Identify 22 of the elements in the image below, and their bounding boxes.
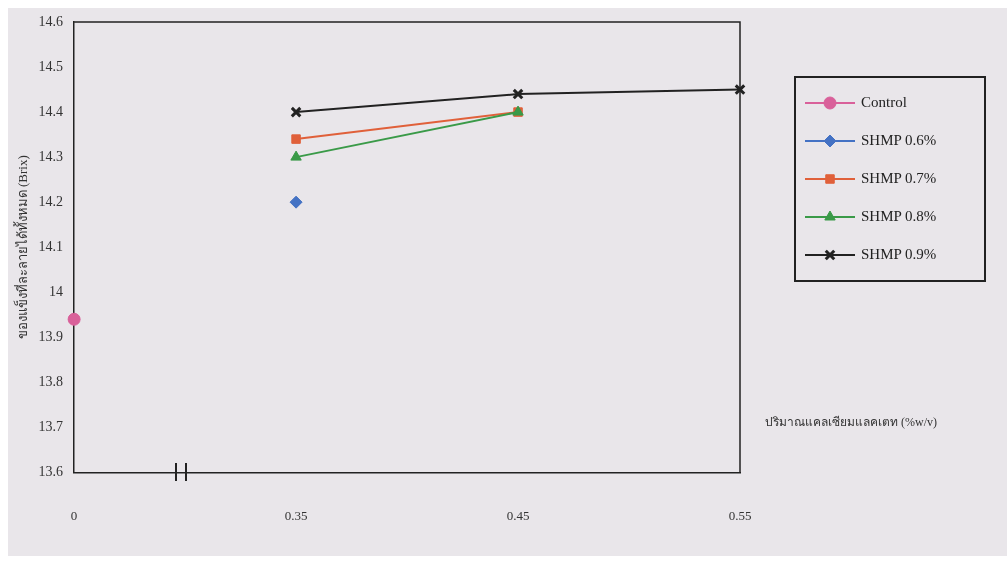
- y-tick-label: 14.6: [38, 13, 64, 29]
- y-tick-label: 13.8: [38, 373, 64, 389]
- y-tick-label: 13.6: [38, 464, 64, 480]
- x-axis-title: ปริมาณแคลเซียมแลคเตท (%w/v): [765, 414, 937, 429]
- y-tick-label: 14.3: [38, 148, 64, 164]
- x-tick-label: 0.35: [284, 507, 308, 523]
- legend-label: Control: [861, 93, 907, 110]
- y-tick-label: 14: [49, 283, 64, 299]
- y-tick-label: 14.5: [38, 58, 64, 74]
- y-tick-label: 14.4: [38, 103, 64, 119]
- x-tick-label: 0: [70, 507, 78, 523]
- y-axis-title: ของแข็งที่ละลายได้ทั้งหมด (Brix): [13, 155, 31, 340]
- y-tick-label: 13.9: [38, 328, 64, 344]
- x-tick-label: 0.45: [506, 507, 530, 523]
- legend-label: SHMP 0.6%: [861, 131, 937, 148]
- y-tick-label: 13.7: [38, 419, 64, 435]
- x-tick-label: 0.55: [728, 507, 752, 523]
- legend-label: SHMP 0.7%: [861, 169, 937, 186]
- legend-label: SHMP 0.9%: [861, 245, 937, 262]
- legend-label: SHMP 0.8%: [861, 207, 937, 224]
- y-tick-label: 14.2: [38, 193, 64, 209]
- y-tick-label: 14.1: [38, 238, 64, 254]
